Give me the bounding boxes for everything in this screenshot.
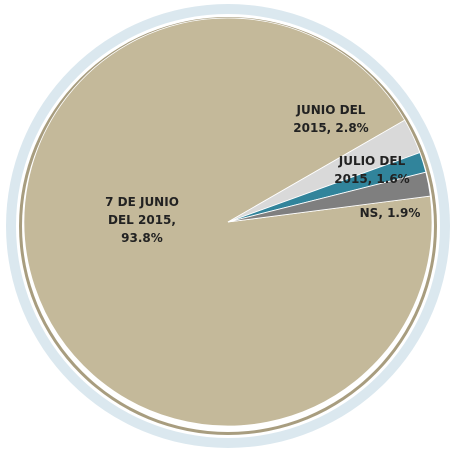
data-label: JUNIO DEL 2015, 2.8% [293,103,369,135]
data-label: 7 DE JUNIO DEL 2015, 93.8% [105,195,179,245]
data-label: JULIO DEL 2015, 1.6% [334,154,410,186]
data-label: NS, 1.9% [359,206,421,220]
pie-slice [227,171,431,223]
